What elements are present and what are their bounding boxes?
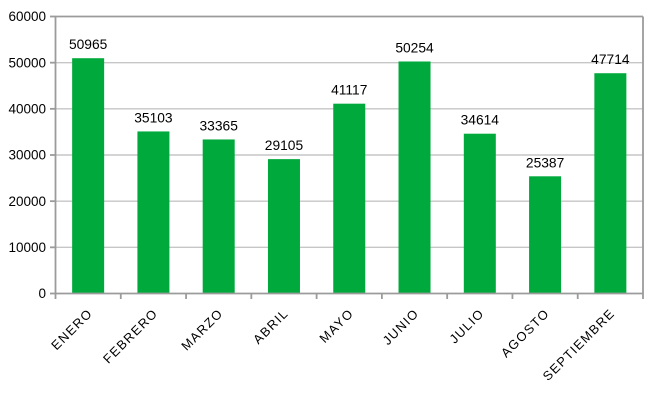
svg-text:10000: 10000	[8, 240, 46, 255]
svg-text:29105: 29105	[265, 138, 304, 153]
svg-text:33365: 33365	[200, 118, 239, 133]
svg-text:60000: 60000	[8, 9, 46, 24]
svg-text:35103: 35103	[134, 110, 173, 125]
svg-text:50965: 50965	[69, 37, 108, 52]
svg-text:30000: 30000	[8, 148, 46, 163]
svg-text:47714: 47714	[591, 52, 630, 67]
svg-text:41117: 41117	[331, 83, 367, 98]
svg-text:25387: 25387	[526, 155, 564, 170]
svg-text:0: 0	[38, 286, 46, 301]
svg-text:20000: 20000	[8, 194, 46, 209]
svg-text:34614: 34614	[461, 113, 500, 128]
svg-text:50000: 50000	[8, 55, 46, 70]
svg-text:40000: 40000	[8, 102, 46, 117]
svg-text:50254: 50254	[395, 40, 434, 55]
